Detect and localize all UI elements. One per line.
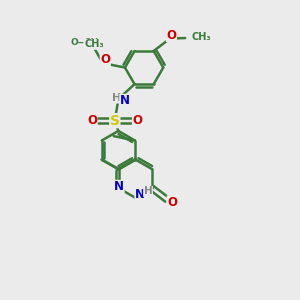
Text: O: O [166, 28, 176, 42]
Text: O‒CH₃: O‒CH₃ [70, 38, 103, 47]
Text: O: O [87, 114, 97, 127]
Text: O: O [167, 196, 177, 209]
Text: H: H [144, 187, 152, 196]
Text: N: N [135, 188, 145, 201]
Text: CH₃: CH₃ [191, 32, 211, 42]
Text: S: S [110, 114, 120, 128]
Text: H: H [112, 93, 122, 103]
Text: O: O [133, 114, 142, 127]
Text: N: N [120, 94, 130, 107]
Text: CH₃: CH₃ [84, 39, 104, 49]
Text: N: N [114, 180, 124, 194]
Text: O: O [100, 53, 110, 66]
